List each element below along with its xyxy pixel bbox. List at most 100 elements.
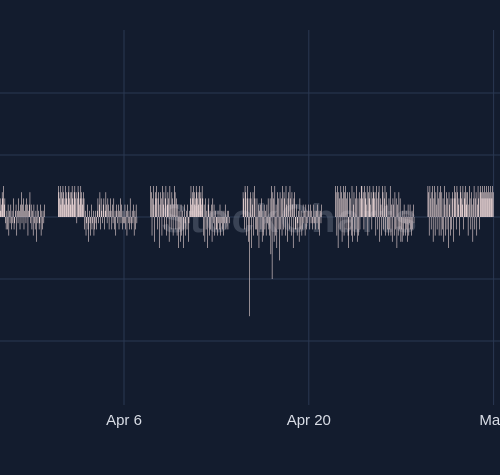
data-bar (91, 204, 92, 217)
data-bar (452, 192, 453, 217)
data-bar (83, 192, 84, 217)
data-bar (77, 198, 78, 217)
data-bar (122, 217, 123, 230)
data-bar (279, 217, 280, 261)
data-bar (360, 198, 361, 217)
data-bar (290, 198, 291, 217)
data-bar (352, 217, 353, 242)
data-bar (285, 217, 286, 236)
data-bar (296, 204, 297, 217)
data-bar (170, 204, 171, 217)
data-bar (260, 217, 262, 230)
data-bar (308, 210, 310, 217)
data-bar (158, 192, 159, 217)
data-bar (485, 198, 487, 217)
data-bar (304, 217, 306, 236)
data-bar (102, 204, 104, 217)
data-bar (351, 186, 353, 217)
data-bar (189, 210, 190, 217)
data-bar (298, 210, 299, 217)
data-bar (205, 217, 207, 230)
data-bar (126, 217, 128, 236)
data-bar (207, 204, 209, 217)
data-bar (3, 186, 4, 217)
data-bar (479, 192, 481, 217)
data-bar (475, 198, 476, 217)
data-bar (459, 186, 461, 217)
data-bar (492, 186, 493, 217)
data-bar (116, 204, 117, 217)
data-bar (207, 217, 208, 248)
data-bar (364, 192, 366, 217)
data-bar (203, 204, 205, 217)
data-bar (385, 217, 386, 236)
data-bar (193, 192, 195, 217)
data-bar (80, 186, 82, 217)
data-bar (38, 210, 39, 217)
data-bar (58, 186, 59, 217)
data-bar (213, 204, 215, 217)
data-bar (443, 217, 445, 242)
data-bar (103, 198, 105, 217)
data-bar (90, 217, 91, 236)
data-bar (9, 210, 10, 217)
data-bar (273, 198, 274, 217)
data-bar (281, 217, 283, 236)
data-bar (308, 204, 309, 217)
data-bar (411, 217, 412, 236)
data-bar (29, 192, 31, 217)
data-bar (172, 198, 173, 217)
data-bar (381, 217, 382, 236)
data-bar (404, 217, 406, 224)
data-bar (104, 217, 105, 230)
data-bar (28, 204, 30, 217)
series-bars (0, 186, 494, 317)
data-bar (133, 204, 134, 217)
data-bar (288, 192, 289, 217)
data-bar (118, 217, 120, 230)
data-bar (293, 198, 295, 217)
data-bar (428, 217, 430, 236)
data-bar (94, 210, 96, 217)
data-bar (264, 217, 266, 230)
data-bar (211, 217, 213, 242)
data-bar (362, 198, 363, 217)
data-bar (32, 217, 34, 236)
data-bar (407, 204, 409, 217)
data-bar (163, 192, 165, 217)
data-bar (267, 217, 268, 224)
data-bar (462, 186, 464, 217)
data-bar (35, 210, 37, 217)
data-bar (302, 217, 303, 230)
data-bar (287, 198, 289, 217)
data-bar (127, 204, 128, 217)
data-bar (446, 192, 447, 217)
data-bar (11, 217, 12, 230)
data-bar (197, 204, 199, 217)
data-bar (219, 217, 220, 230)
data-bar (41, 210, 43, 217)
data-bar (85, 217, 87, 236)
data-bar (184, 217, 186, 224)
data-bar (59, 198, 60, 217)
data-bar (96, 210, 98, 217)
data-bar (440, 217, 442, 236)
data-bar (372, 198, 373, 217)
data-bar (226, 217, 227, 224)
data-bar (168, 198, 169, 217)
data-bar (91, 217, 93, 230)
data-bar (477, 204, 478, 217)
data-bar (199, 198, 201, 217)
data-bar (222, 217, 223, 230)
data-bar (191, 204, 192, 217)
data-bar (398, 192, 400, 217)
data-bar (294, 217, 296, 230)
data-bar (263, 217, 264, 236)
data-bar (336, 217, 338, 236)
data-bar (265, 210, 266, 217)
data-bar (5, 217, 6, 224)
data-bar (98, 204, 100, 217)
data-bar (176, 198, 177, 217)
data-bar (18, 198, 19, 217)
data-bar (339, 217, 341, 230)
